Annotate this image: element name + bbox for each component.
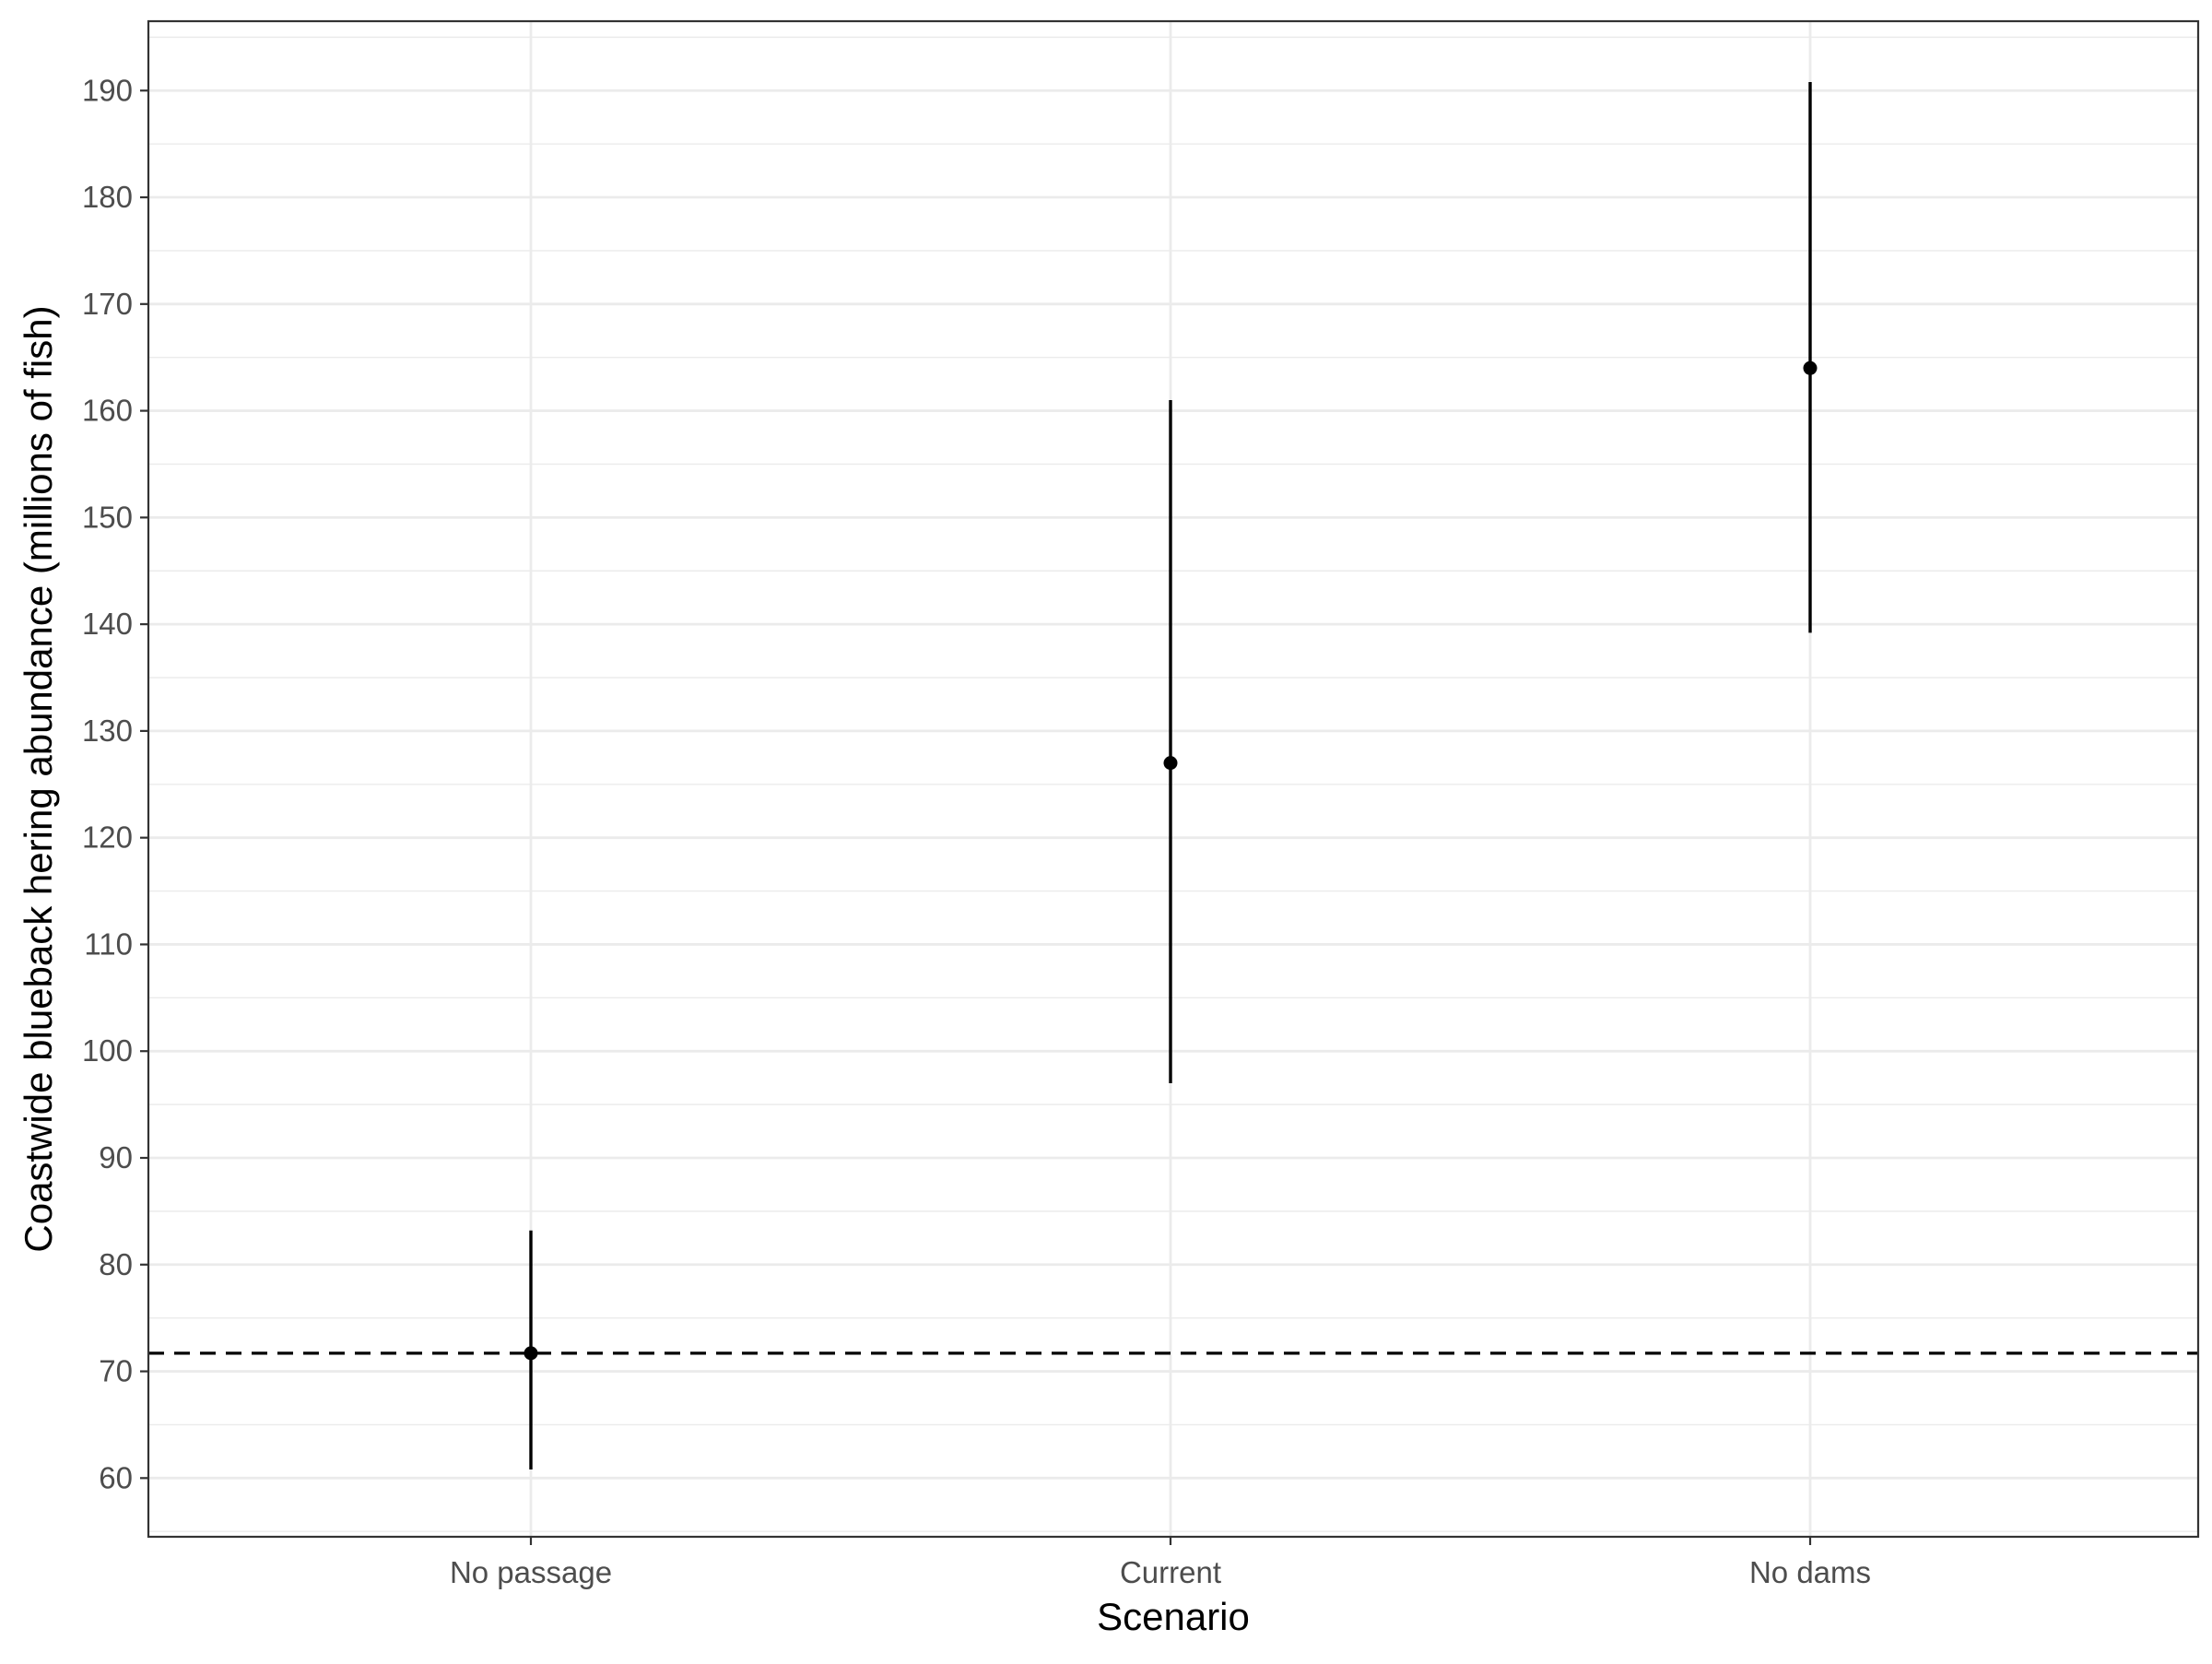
x-tick-label: Current bbox=[1120, 1555, 1221, 1589]
y-tick-label: 70 bbox=[99, 1354, 133, 1388]
grid-lines bbox=[148, 21, 2198, 1537]
y-tick-label: 80 bbox=[99, 1247, 133, 1281]
y-tick-label: 180 bbox=[82, 180, 133, 214]
x-tick-label: No dams bbox=[1749, 1555, 1871, 1589]
y-tick-label: 120 bbox=[82, 820, 133, 855]
panel-border bbox=[147, 19, 2200, 1539]
y-tick-label: 100 bbox=[82, 1033, 133, 1068]
x-axis-title: Scenario bbox=[1097, 1595, 1250, 1638]
data-marks bbox=[524, 81, 1818, 1470]
x-axis-ticks: No passage Current No dams bbox=[450, 1537, 1871, 1589]
data-point bbox=[1803, 360, 1818, 375]
y-tick-label: 160 bbox=[82, 394, 133, 428]
y-tick-label: 90 bbox=[99, 1140, 133, 1174]
y-tick-label: 170 bbox=[82, 287, 133, 321]
y-axis-ticks: 60 70 80 90 100 110 120 130 140 150 160 170 180 190 bbox=[82, 73, 148, 1494]
x-tick-label: No passage bbox=[450, 1555, 612, 1589]
y-axis-title: Coastwide blueback hering abundance (mil… bbox=[17, 305, 60, 1252]
y-tick-label: 110 bbox=[84, 926, 133, 961]
data-point bbox=[1163, 756, 1178, 771]
data-point bbox=[524, 1346, 538, 1361]
y-tick-label: 140 bbox=[82, 607, 133, 641]
y-tick-label: 60 bbox=[99, 1460, 133, 1494]
y-tick-label: 130 bbox=[82, 714, 133, 748]
y-tick-label: 190 bbox=[82, 73, 133, 107]
y-tick-label: 150 bbox=[82, 500, 133, 534]
